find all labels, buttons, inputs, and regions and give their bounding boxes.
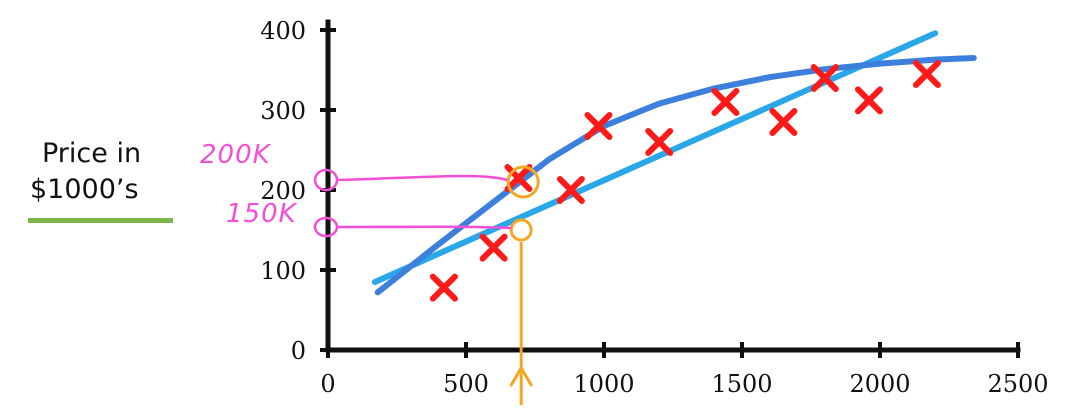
data-points bbox=[429, 60, 941, 302]
y-axis-label-underline bbox=[28, 218, 173, 223]
data-point-x-marker bbox=[810, 64, 839, 92]
y-tick-label: 400 bbox=[260, 17, 306, 45]
y-tick-label: 200 bbox=[260, 177, 306, 205]
high-y-circle bbox=[313, 168, 339, 192]
x-tick-label: 0 bbox=[320, 370, 335, 398]
y-tick-label: 300 bbox=[260, 97, 306, 125]
quadratic-prediction-circle bbox=[506, 165, 540, 199]
data-point-x-marker bbox=[504, 164, 533, 192]
y-axis-label-line-2: $1000’s bbox=[30, 174, 139, 205]
x-tick-label: 2500 bbox=[987, 370, 1048, 398]
data-point-x-marker bbox=[711, 88, 740, 116]
label-200k: 200K bbox=[200, 140, 272, 170]
data-point-x-marker bbox=[645, 128, 674, 156]
x-tick-label: 1000 bbox=[573, 370, 634, 398]
fit-curves bbox=[371, 30, 977, 296]
chart-axes bbox=[325, 19, 1021, 353]
x-tick-label: 2000 bbox=[849, 370, 910, 398]
prediction-annotations: 200K 150K bbox=[200, 140, 540, 405]
linear-fit-line bbox=[371, 30, 939, 285]
data-point-x-marker bbox=[584, 112, 613, 140]
low-read-line bbox=[335, 225, 512, 230]
data-point-x-marker bbox=[769, 108, 798, 136]
linear-prediction-circle bbox=[509, 218, 533, 242]
data-point-x-marker bbox=[556, 176, 585, 204]
low-y-circle bbox=[313, 216, 339, 238]
high-read-line bbox=[335, 174, 508, 182]
data-point-x-marker bbox=[854, 86, 883, 115]
y-tick-label: 0 bbox=[291, 337, 306, 365]
y-axis-label: Price in $1000’s bbox=[30, 136, 180, 208]
query-arrowhead bbox=[509, 365, 533, 387]
chart-ticks: 0 500 1000 1500 2000 2500 0 100 200 300 400 bbox=[260, 17, 1048, 398]
y-tick-label: 100 bbox=[260, 257, 306, 285]
quadratic-fit-curve bbox=[374, 55, 977, 296]
x-tick-label: 1500 bbox=[711, 370, 772, 398]
y-axis-label-line-1: Price in bbox=[42, 138, 142, 169]
data-point-x-marker bbox=[429, 273, 458, 302]
label-150k: 150K bbox=[226, 199, 298, 229]
data-point-x-marker bbox=[912, 60, 941, 88]
x-tick-label: 500 bbox=[443, 370, 489, 398]
data-point-x-marker bbox=[479, 233, 508, 262]
